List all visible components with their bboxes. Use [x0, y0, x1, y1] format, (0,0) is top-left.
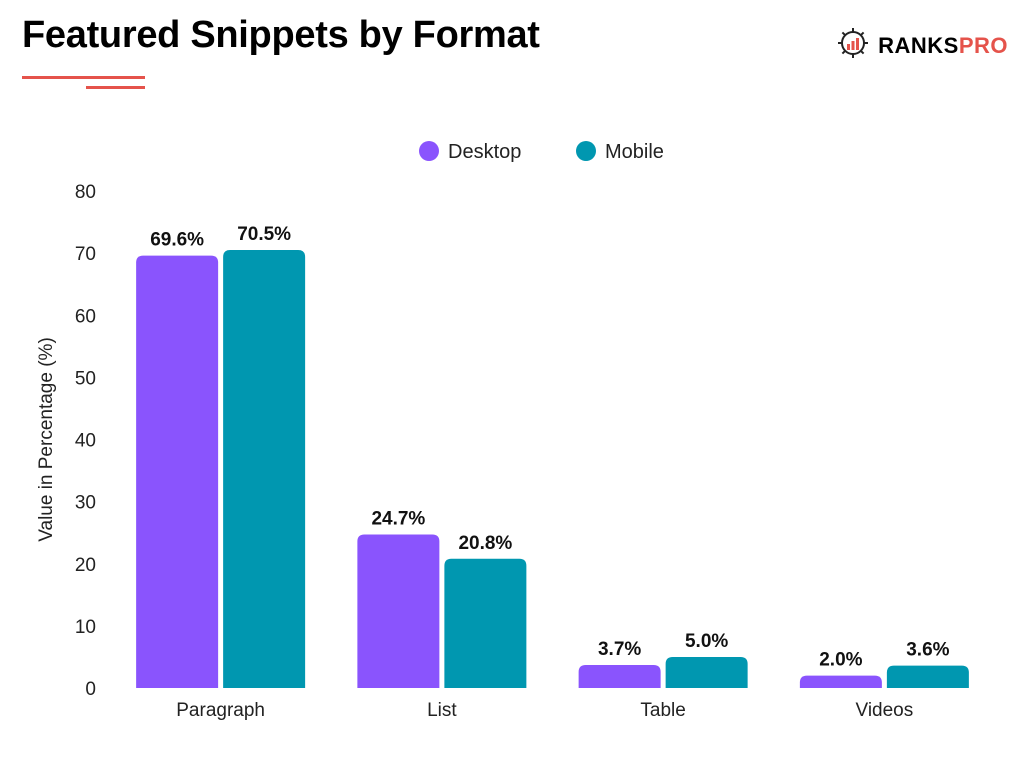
title-underline-long [22, 76, 145, 79]
y-tick-label: 80 [75, 182, 96, 203]
y-tick-label: 60 [75, 306, 96, 327]
data-label: 3.7% [598, 639, 641, 660]
title-underline-short [86, 86, 145, 89]
x-tick-label: Paragraph [176, 700, 265, 721]
x-tick-label: Videos [855, 700, 913, 721]
data-label: 69.6% [150, 230, 204, 251]
data-label: 20.8% [458, 533, 512, 554]
data-label: 5.0% [685, 631, 728, 652]
bar-desktop [578, 665, 661, 688]
y-axis-title: Value in Percentage (%) [36, 337, 57, 542]
page-title: Featured Snippets by Format [22, 14, 540, 56]
x-tick-label: List [427, 700, 457, 721]
y-tick-label: 20 [75, 555, 96, 576]
y-tick-label: 10 [75, 617, 96, 638]
brand-wordmark: RANKSPRO [878, 33, 1008, 59]
gear-chart-icon [836, 26, 870, 65]
bar-desktop [136, 255, 219, 689]
bar-mobile [223, 250, 306, 689]
y-tick-label: 30 [75, 493, 96, 514]
y-tick-label: 70 [75, 244, 96, 265]
bar-mobile [886, 665, 969, 688]
legend-swatch-mobile [576, 141, 596, 161]
bar-desktop [357, 534, 440, 688]
bar-mobile [665, 656, 748, 688]
brand-logo: RANKSPRO [836, 26, 1008, 65]
legend-swatch-desktop [419, 141, 439, 161]
data-label: 3.6% [906, 640, 949, 661]
y-tick-label: 50 [75, 368, 96, 389]
legend-label-desktop: Desktop [448, 141, 521, 163]
x-tick-label: Table [640, 700, 685, 721]
bar-desktop [799, 675, 882, 688]
brand-accent: PRO [958, 32, 1008, 58]
y-tick-label: 40 [75, 431, 96, 452]
data-label: 70.5% [237, 224, 291, 245]
data-label: 24.7% [371, 509, 425, 530]
y-tick-label: 0 [85, 679, 96, 700]
bar-mobile [444, 558, 527, 688]
data-label: 2.0% [819, 650, 862, 671]
brand-main: RANKS [878, 32, 959, 58]
legend-label-mobile: Mobile [605, 141, 664, 163]
